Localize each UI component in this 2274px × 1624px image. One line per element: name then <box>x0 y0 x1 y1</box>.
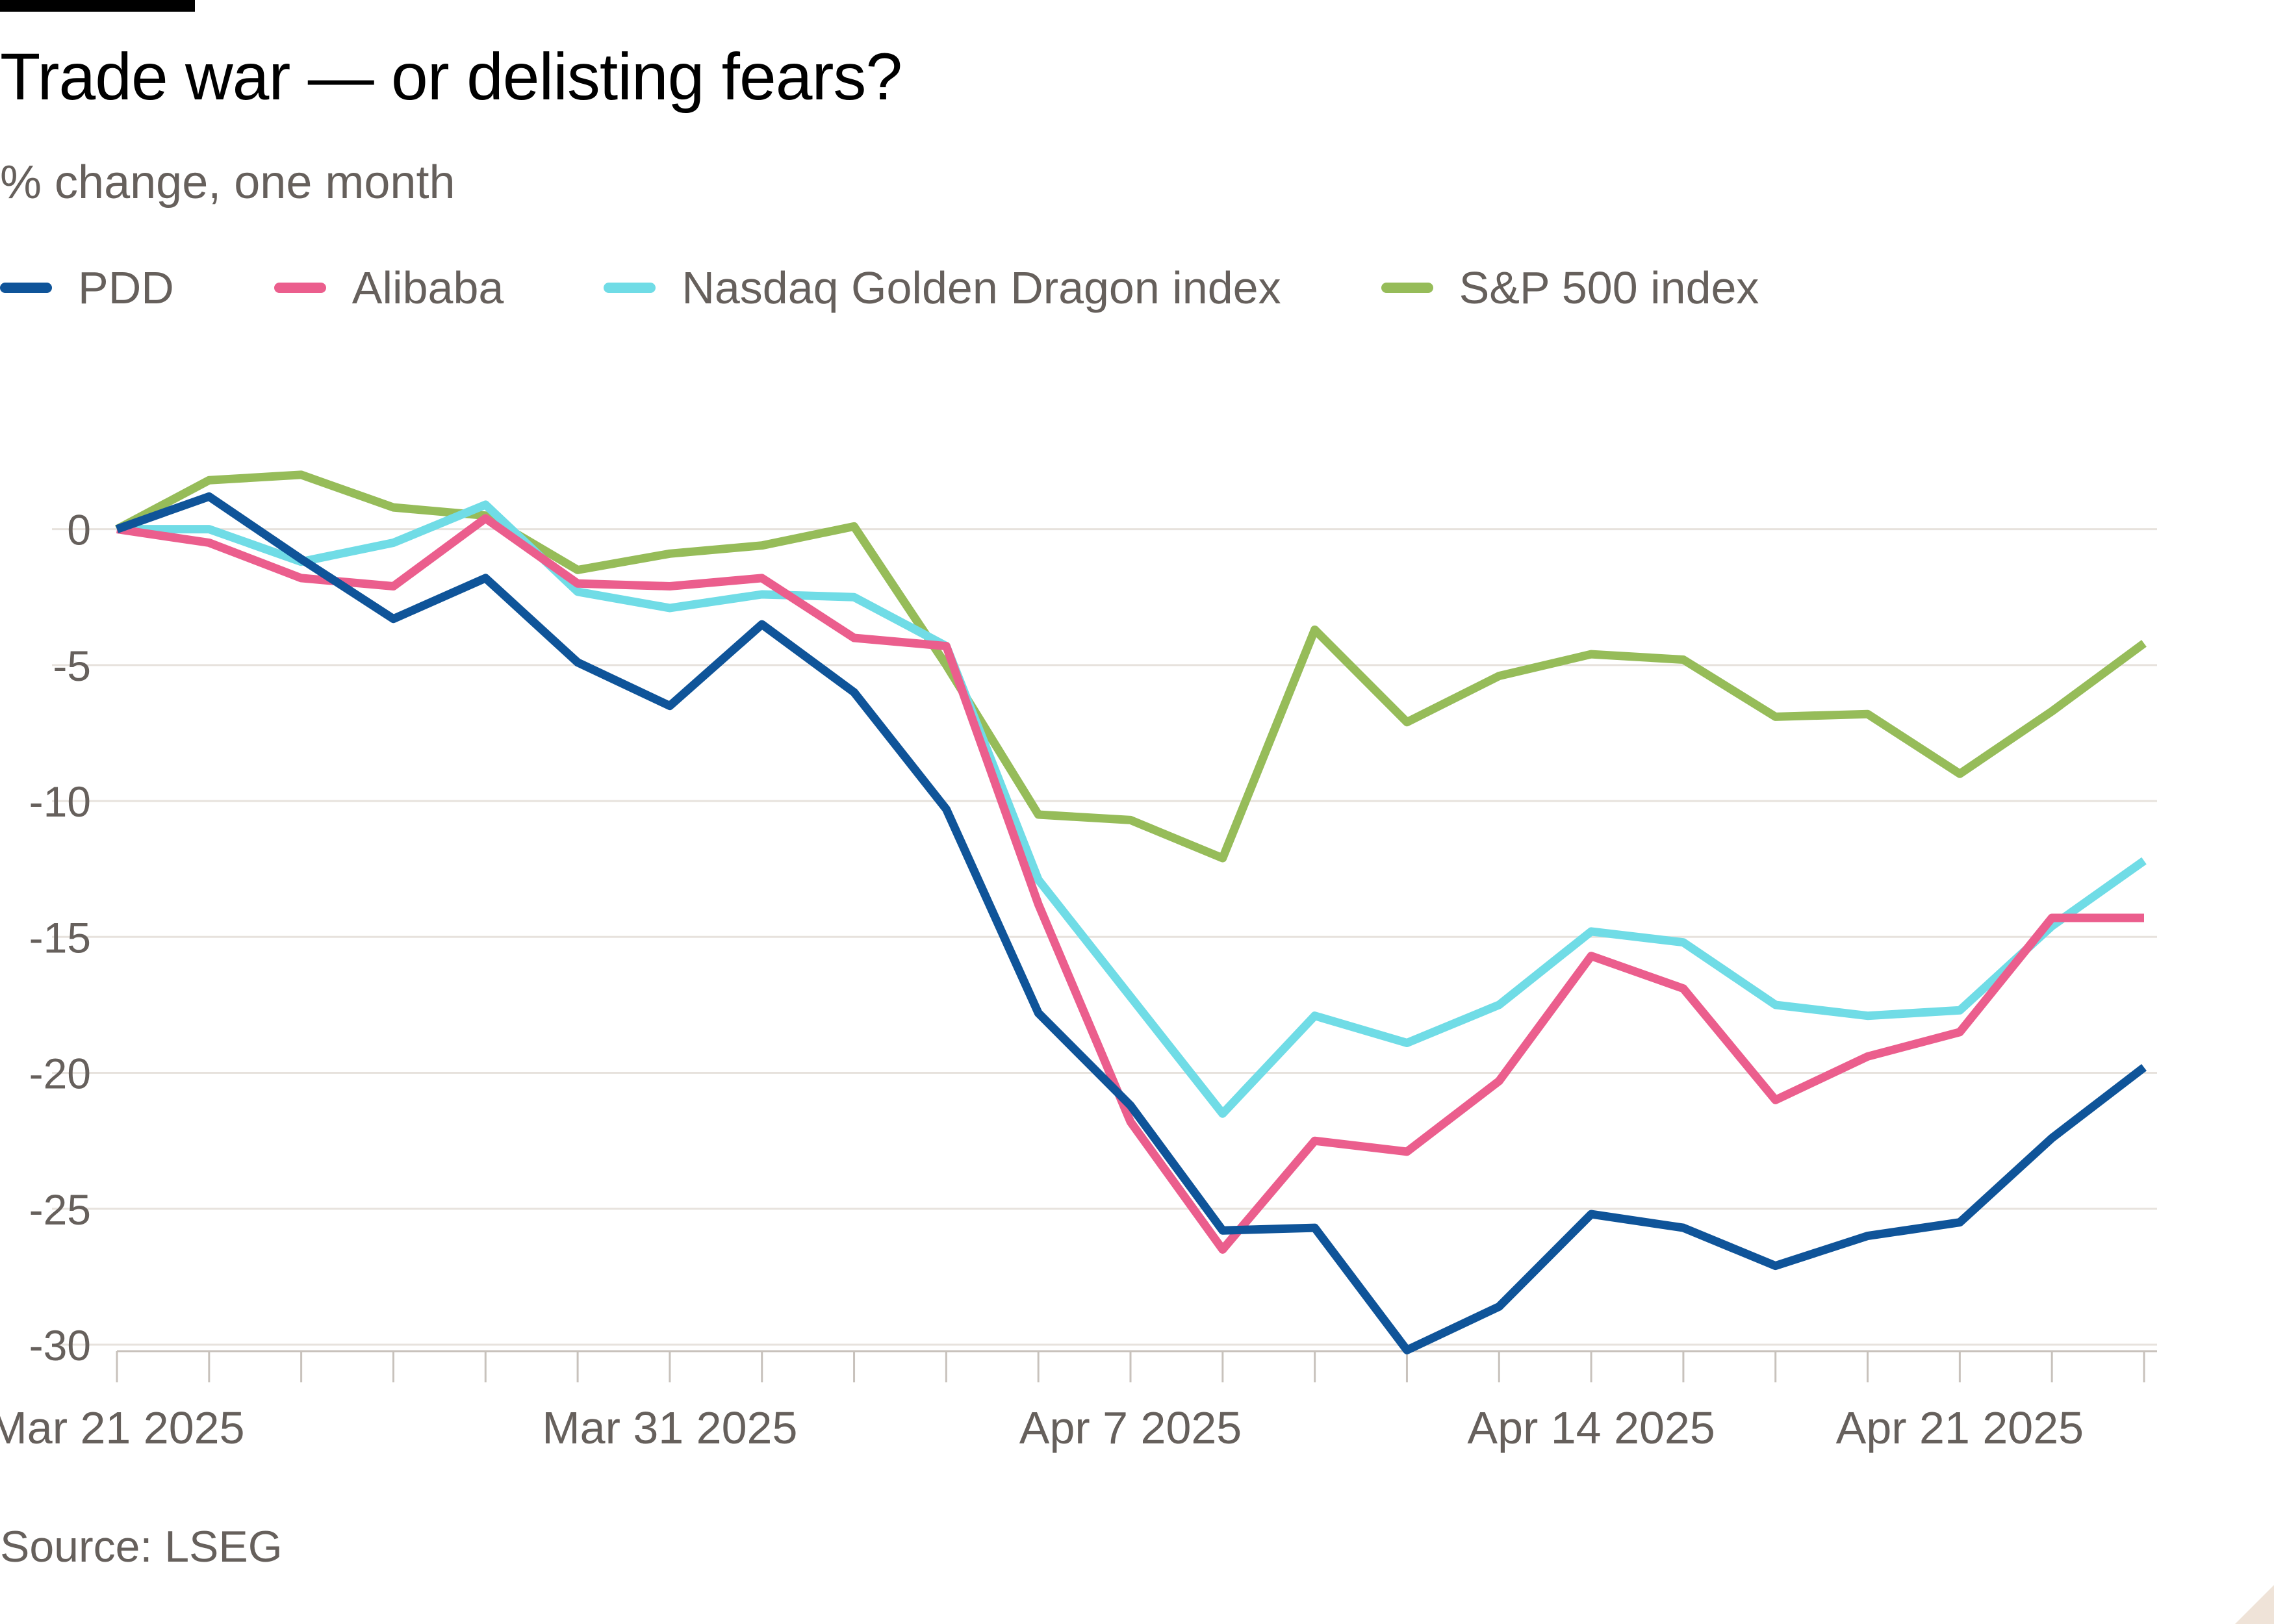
chart-title: Trade war — or delisting fears? <box>0 40 902 114</box>
legend-label-alibaba: Alibaba <box>351 262 504 313</box>
legend-label-sp500: S&P 500 index <box>1459 262 1759 313</box>
y-tick-label: -30 <box>29 1321 91 1369</box>
chart-legend: PDD Alibaba Nasdaq Golden Dragon index S… <box>0 259 1859 317</box>
y-tick-label: -20 <box>29 1050 91 1098</box>
y-tick-label: -5 <box>53 642 91 690</box>
legend-swatch-pdd <box>0 283 52 293</box>
x-tick-label: Apr 14 2025 <box>1467 1402 1715 1453</box>
legend-swatch-sp500 <box>1381 283 1433 293</box>
chart-subtitle: % change, one month <box>0 157 455 209</box>
legend-item-pdd: PDD <box>0 262 174 314</box>
legend-label-pdd: PDD <box>78 262 174 313</box>
x-tick-label: Mar 21 2025 <box>0 1402 245 1453</box>
top-accent-bar <box>0 0 195 12</box>
grid-layer <box>52 528 2157 1346</box>
legend-label-nasdaq-golden-dragon: Nasdaq Golden Dragon index <box>682 262 1281 313</box>
series-line-alibaba <box>116 514 2144 1254</box>
series-line-nasdaq-golden-dragon-index <box>117 500 2147 1118</box>
y-tick-label: 0 <box>67 506 91 554</box>
legend-item-alibaba: Alibaba <box>274 262 504 314</box>
x-tick-label: Mar 31 2025 <box>542 1402 797 1453</box>
axis-layer: 0 -5 -10 -15 -20 -25 -30 Mar 21 2025 Mar 31 2025… <box>0 506 2157 1453</box>
y-tick-label: -25 <box>29 1186 91 1234</box>
series-line-pdd <box>115 492 2147 1354</box>
legend-item-nasdaq-golden-dragon: Nasdaq Golden Dragon index <box>604 262 1281 314</box>
chart-source: Source: LSEG <box>0 1522 283 1571</box>
x-tick-label: Apr 21 2025 <box>1836 1402 2084 1453</box>
y-tick-label: -15 <box>29 913 91 961</box>
series-layer <box>114 470 2147 1354</box>
legend-swatch-alibaba <box>274 283 326 293</box>
y-tick-label: -10 <box>29 778 91 826</box>
x-tick-label: Apr 7 2025 <box>1019 1402 1242 1453</box>
legend-item-sp500: S&P 500 index <box>1381 262 1759 314</box>
corner-mark <box>2235 1585 2274 1624</box>
legend-swatch-nasdaq-golden-dragon <box>604 283 656 293</box>
